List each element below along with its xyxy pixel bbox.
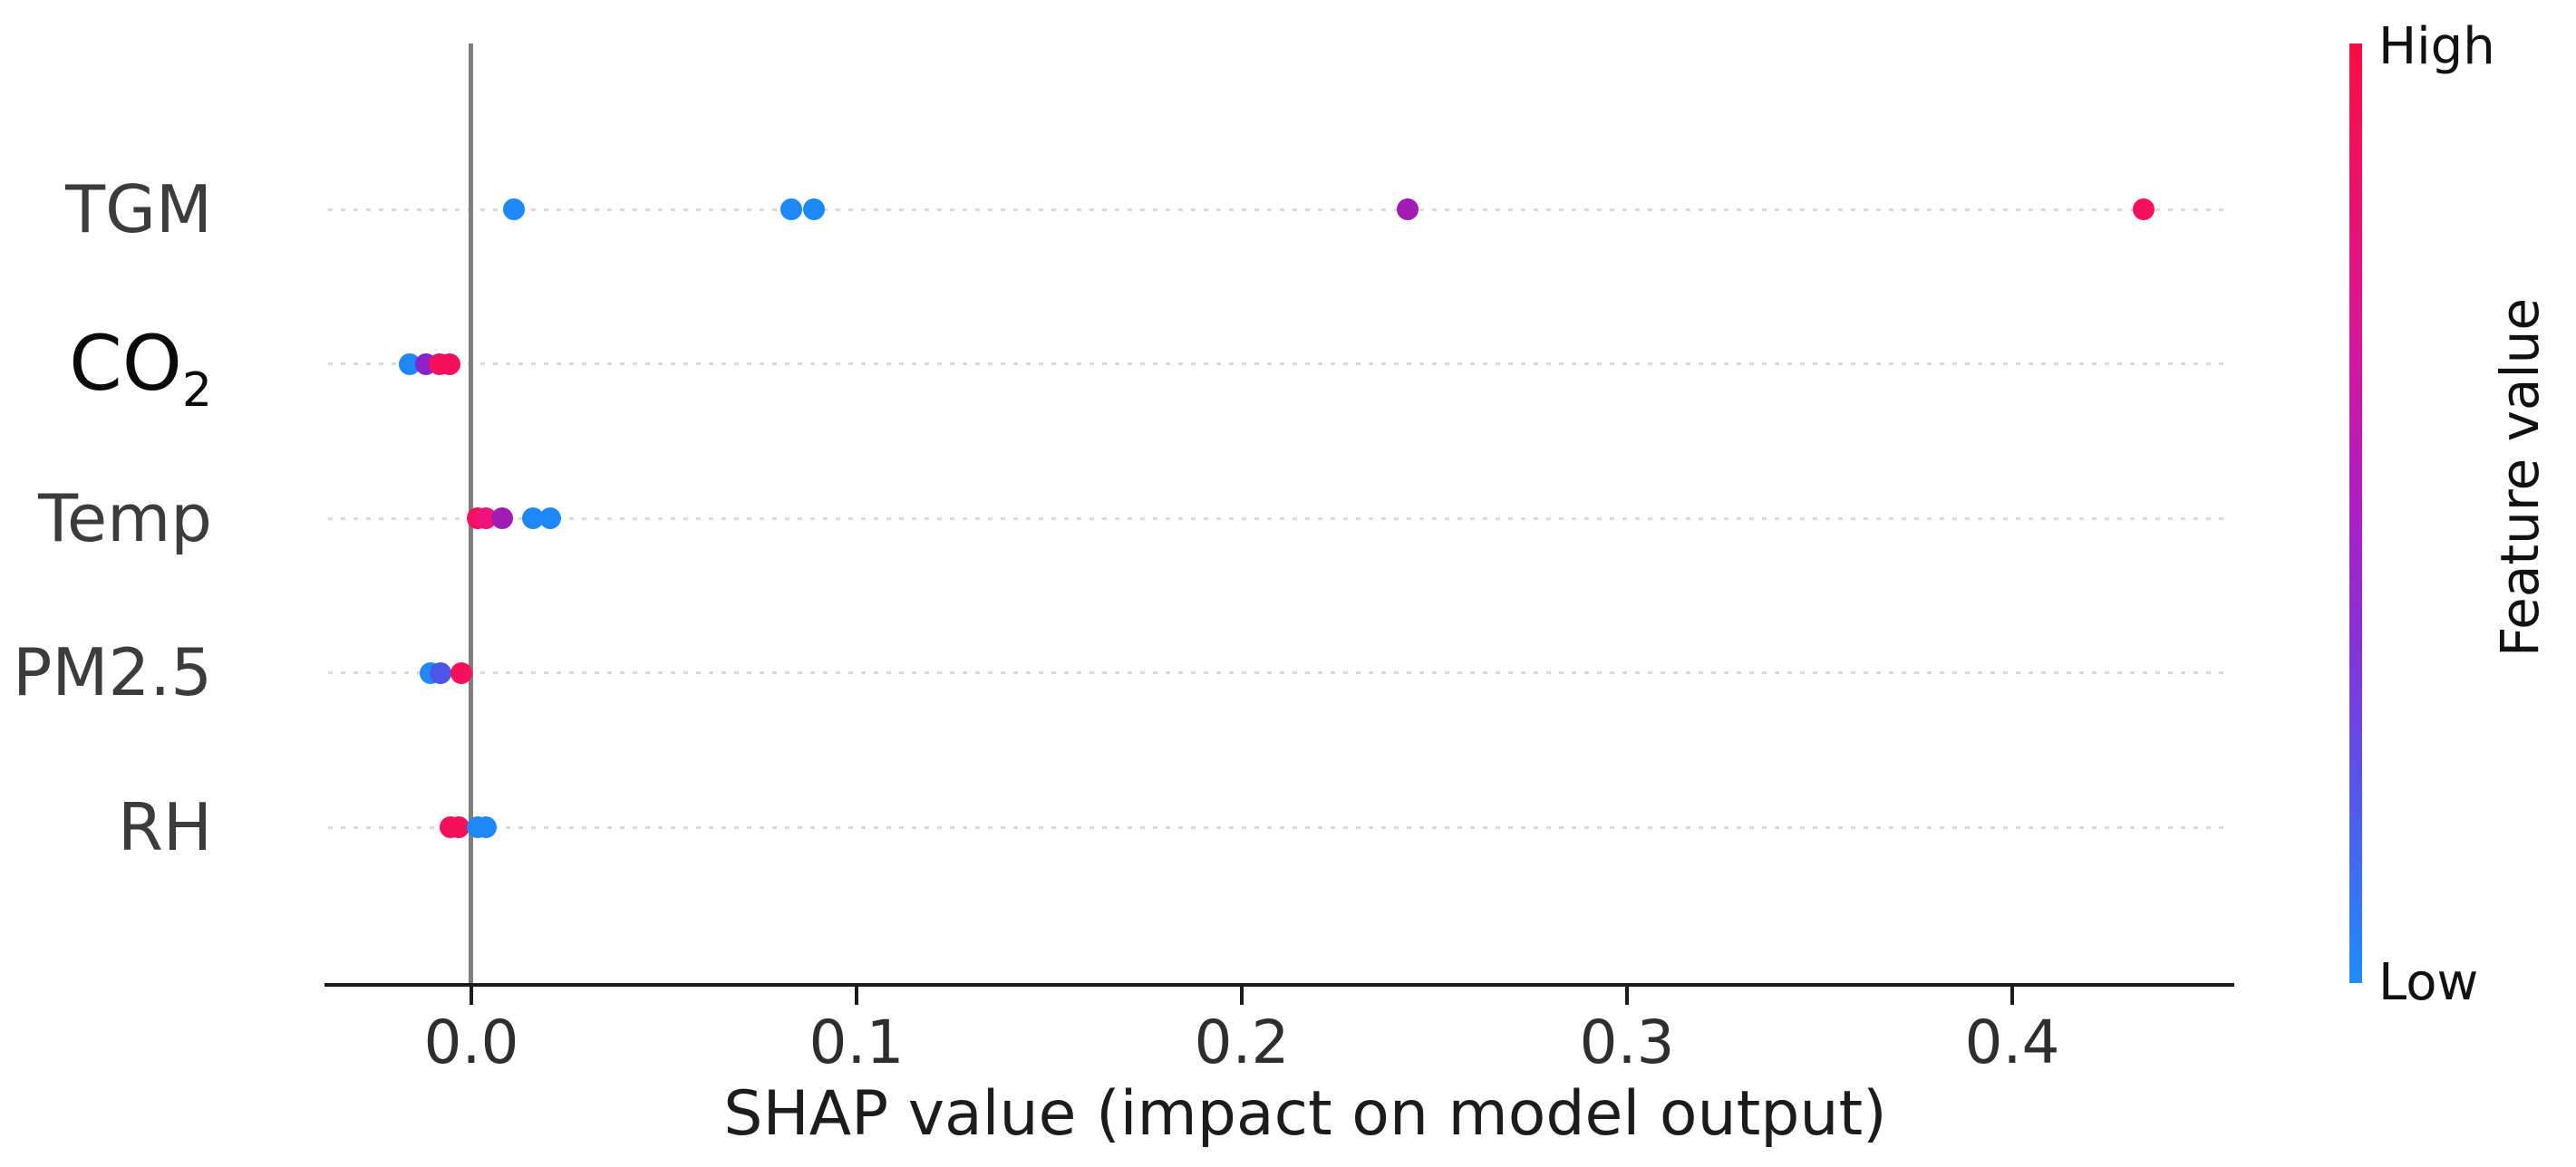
x-axis-title: SHAP value (impact on model output)	[723, 1078, 1887, 1150]
x-tick-label-0.0: 0.0	[423, 1008, 519, 1077]
shap-value-dot	[447, 816, 470, 838]
y-axis-label-pm25: PM2.5	[12, 634, 212, 710]
x-axis-tick	[470, 987, 473, 1005]
colorbar-high-label: High	[2378, 17, 2495, 76]
row-gridline	[328, 207, 2228, 211]
x-axis-line	[324, 983, 2234, 987]
row-gridline	[328, 516, 2228, 520]
shap-value-dot	[439, 352, 461, 375]
co2-subscript: 2	[181, 363, 212, 419]
x-tick-label-0.2: 0.2	[1194, 1008, 1290, 1077]
y-axis-label-tgm: TGM	[65, 171, 212, 247]
x-tick-label-0.4: 0.4	[1964, 1008, 2060, 1077]
x-tick-label-0.1: 0.1	[809, 1008, 905, 1077]
shap-value-dot	[780, 198, 802, 220]
shap-value-dot	[475, 816, 498, 838]
shap-value-dot	[803, 198, 826, 220]
row-gridline	[328, 362, 2228, 365]
shap-value-dot	[2132, 198, 2155, 220]
shap-value-dot	[502, 198, 525, 220]
row-gridline	[328, 671, 2228, 674]
shap-value-dot	[1396, 198, 1419, 220]
x-axis-tick	[855, 987, 858, 1005]
colorbar-title: Feature value	[2489, 297, 2551, 658]
x-axis-tick	[1240, 987, 1244, 1005]
shap-value-dot	[539, 507, 562, 529]
y-axis-label-co2: CO2	[69, 318, 212, 419]
x-axis-tick	[2010, 987, 2014, 1005]
y-axis-label-rh: RH	[117, 789, 212, 865]
x-axis-tick	[1625, 987, 1629, 1005]
shap-value-dot	[430, 661, 451, 684]
shap-value-dot	[491, 507, 513, 529]
shap-value-dot	[450, 661, 473, 684]
feature-value-colorbar	[2349, 43, 2362, 983]
x-tick-label-0.3: 0.3	[1579, 1008, 1675, 1077]
row-gridline	[328, 825, 2228, 829]
y-axis-label-temp: Temp	[38, 480, 212, 556]
colorbar-low-label: Low	[2378, 953, 2479, 1012]
